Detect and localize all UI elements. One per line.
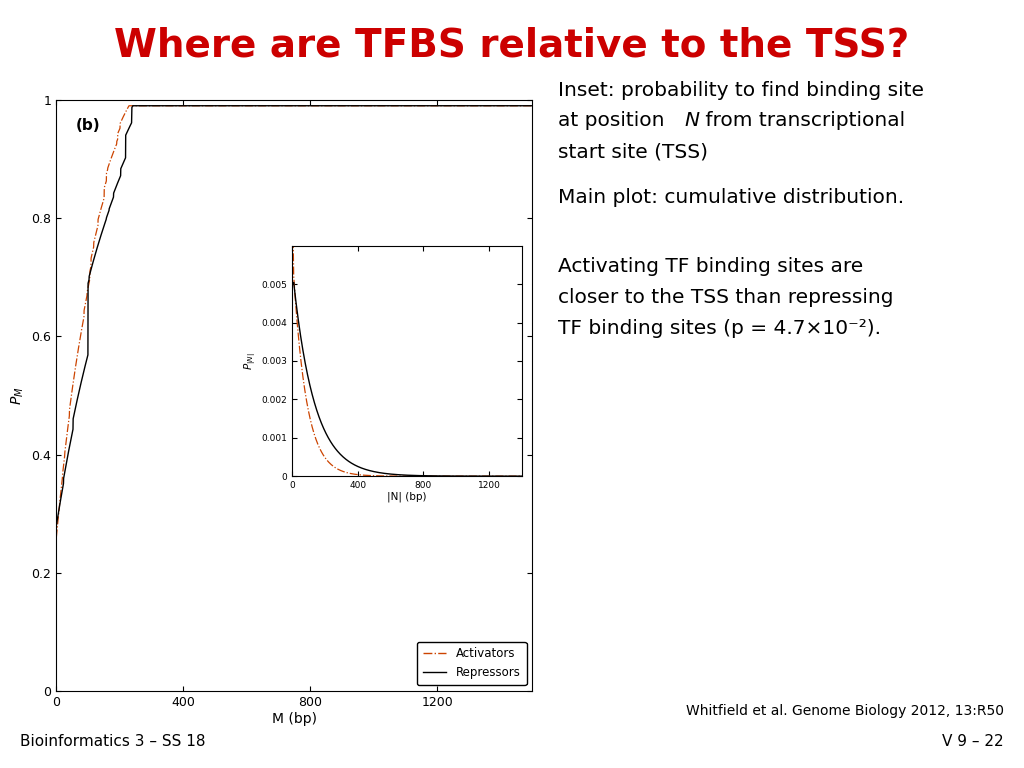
Repressors [466, 101, 478, 111]
Text: Activating TF binding sites are: Activating TF binding sites are [558, 257, 863, 276]
Line: Activators: Activators [56, 106, 532, 538]
Repressors [104, 200, 117, 210]
Text: closer to the TSS than repressing: closer to the TSS than repressing [558, 288, 894, 307]
Activators [123, 101, 135, 111]
Repressors [526, 101, 539, 111]
Activators [133, 101, 145, 111]
Activators [526, 101, 539, 111]
Activators [254, 101, 266, 111]
Repressors [133, 101, 145, 111]
Text: from transcriptional: from transcriptional [699, 111, 905, 131]
Text: TF binding sites (p = 4.7×10⁻²).: TF binding sites (p = 4.7×10⁻²). [558, 319, 881, 338]
Text: (b): (b) [76, 118, 100, 133]
Activators [232, 101, 245, 111]
Text: Bioinformatics 3 – SS 18: Bioinformatics 3 – SS 18 [20, 733, 206, 749]
Repressors [127, 101, 139, 111]
X-axis label: |N| (bp): |N| (bp) [387, 492, 427, 502]
X-axis label: M (bp): M (bp) [272, 712, 316, 726]
Text: start site (TSS): start site (TSS) [558, 142, 708, 161]
Text: N: N [684, 111, 699, 131]
Activators [517, 101, 529, 111]
Repressors [50, 521, 62, 530]
Text: V 9 – 22: V 9 – 22 [942, 733, 1004, 749]
Y-axis label: $P_{|N|}$: $P_{|N|}$ [243, 353, 258, 369]
Text: Whitfield et al. Genome Biology 2012, 13:R50: Whitfield et al. Genome Biology 2012, 13… [685, 704, 1004, 718]
Activators [104, 155, 117, 164]
Activators [466, 101, 478, 111]
Line: Repressors: Repressors [56, 106, 532, 525]
Text: Inset: probability to find binding site: Inset: probability to find binding site [558, 81, 924, 100]
Legend: Activators, Repressors: Activators, Repressors [417, 641, 526, 685]
Y-axis label: $P_M$: $P_M$ [9, 386, 26, 405]
Activators [50, 533, 62, 542]
Text: Main plot: cumulative distribution.: Main plot: cumulative distribution. [558, 188, 904, 207]
Repressors [517, 101, 529, 111]
Repressors [232, 101, 245, 111]
Text: Where are TFBS relative to the TSS?: Where are TFBS relative to the TSS? [115, 27, 909, 65]
Repressors [254, 101, 266, 111]
Text: at position: at position [558, 111, 671, 131]
